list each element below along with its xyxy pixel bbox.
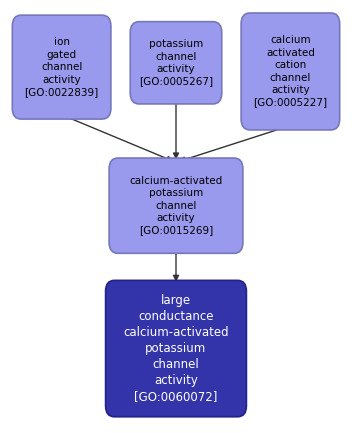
FancyBboxPatch shape bbox=[130, 22, 222, 104]
FancyBboxPatch shape bbox=[241, 13, 340, 130]
FancyBboxPatch shape bbox=[109, 158, 243, 253]
Text: large
conductance
calcium-activated
potassium
channel
activity
[GO:0060072]: large conductance calcium-activated pota… bbox=[123, 294, 229, 403]
Text: calcium-activated
potassium
channel
activity
[GO:0015269]: calcium-activated potassium channel acti… bbox=[130, 176, 222, 236]
Text: calcium
activated
cation
channel
activity
[GO:0005227]: calcium activated cation channel activit… bbox=[253, 36, 327, 107]
FancyBboxPatch shape bbox=[12, 15, 111, 119]
Text: ion
gated
channel
activity
[GO:0022839]: ion gated channel activity [GO:0022839] bbox=[25, 37, 99, 97]
FancyBboxPatch shape bbox=[106, 281, 246, 417]
Text: potassium
channel
activity
[GO:0005267]: potassium channel activity [GO:0005267] bbox=[139, 39, 213, 87]
